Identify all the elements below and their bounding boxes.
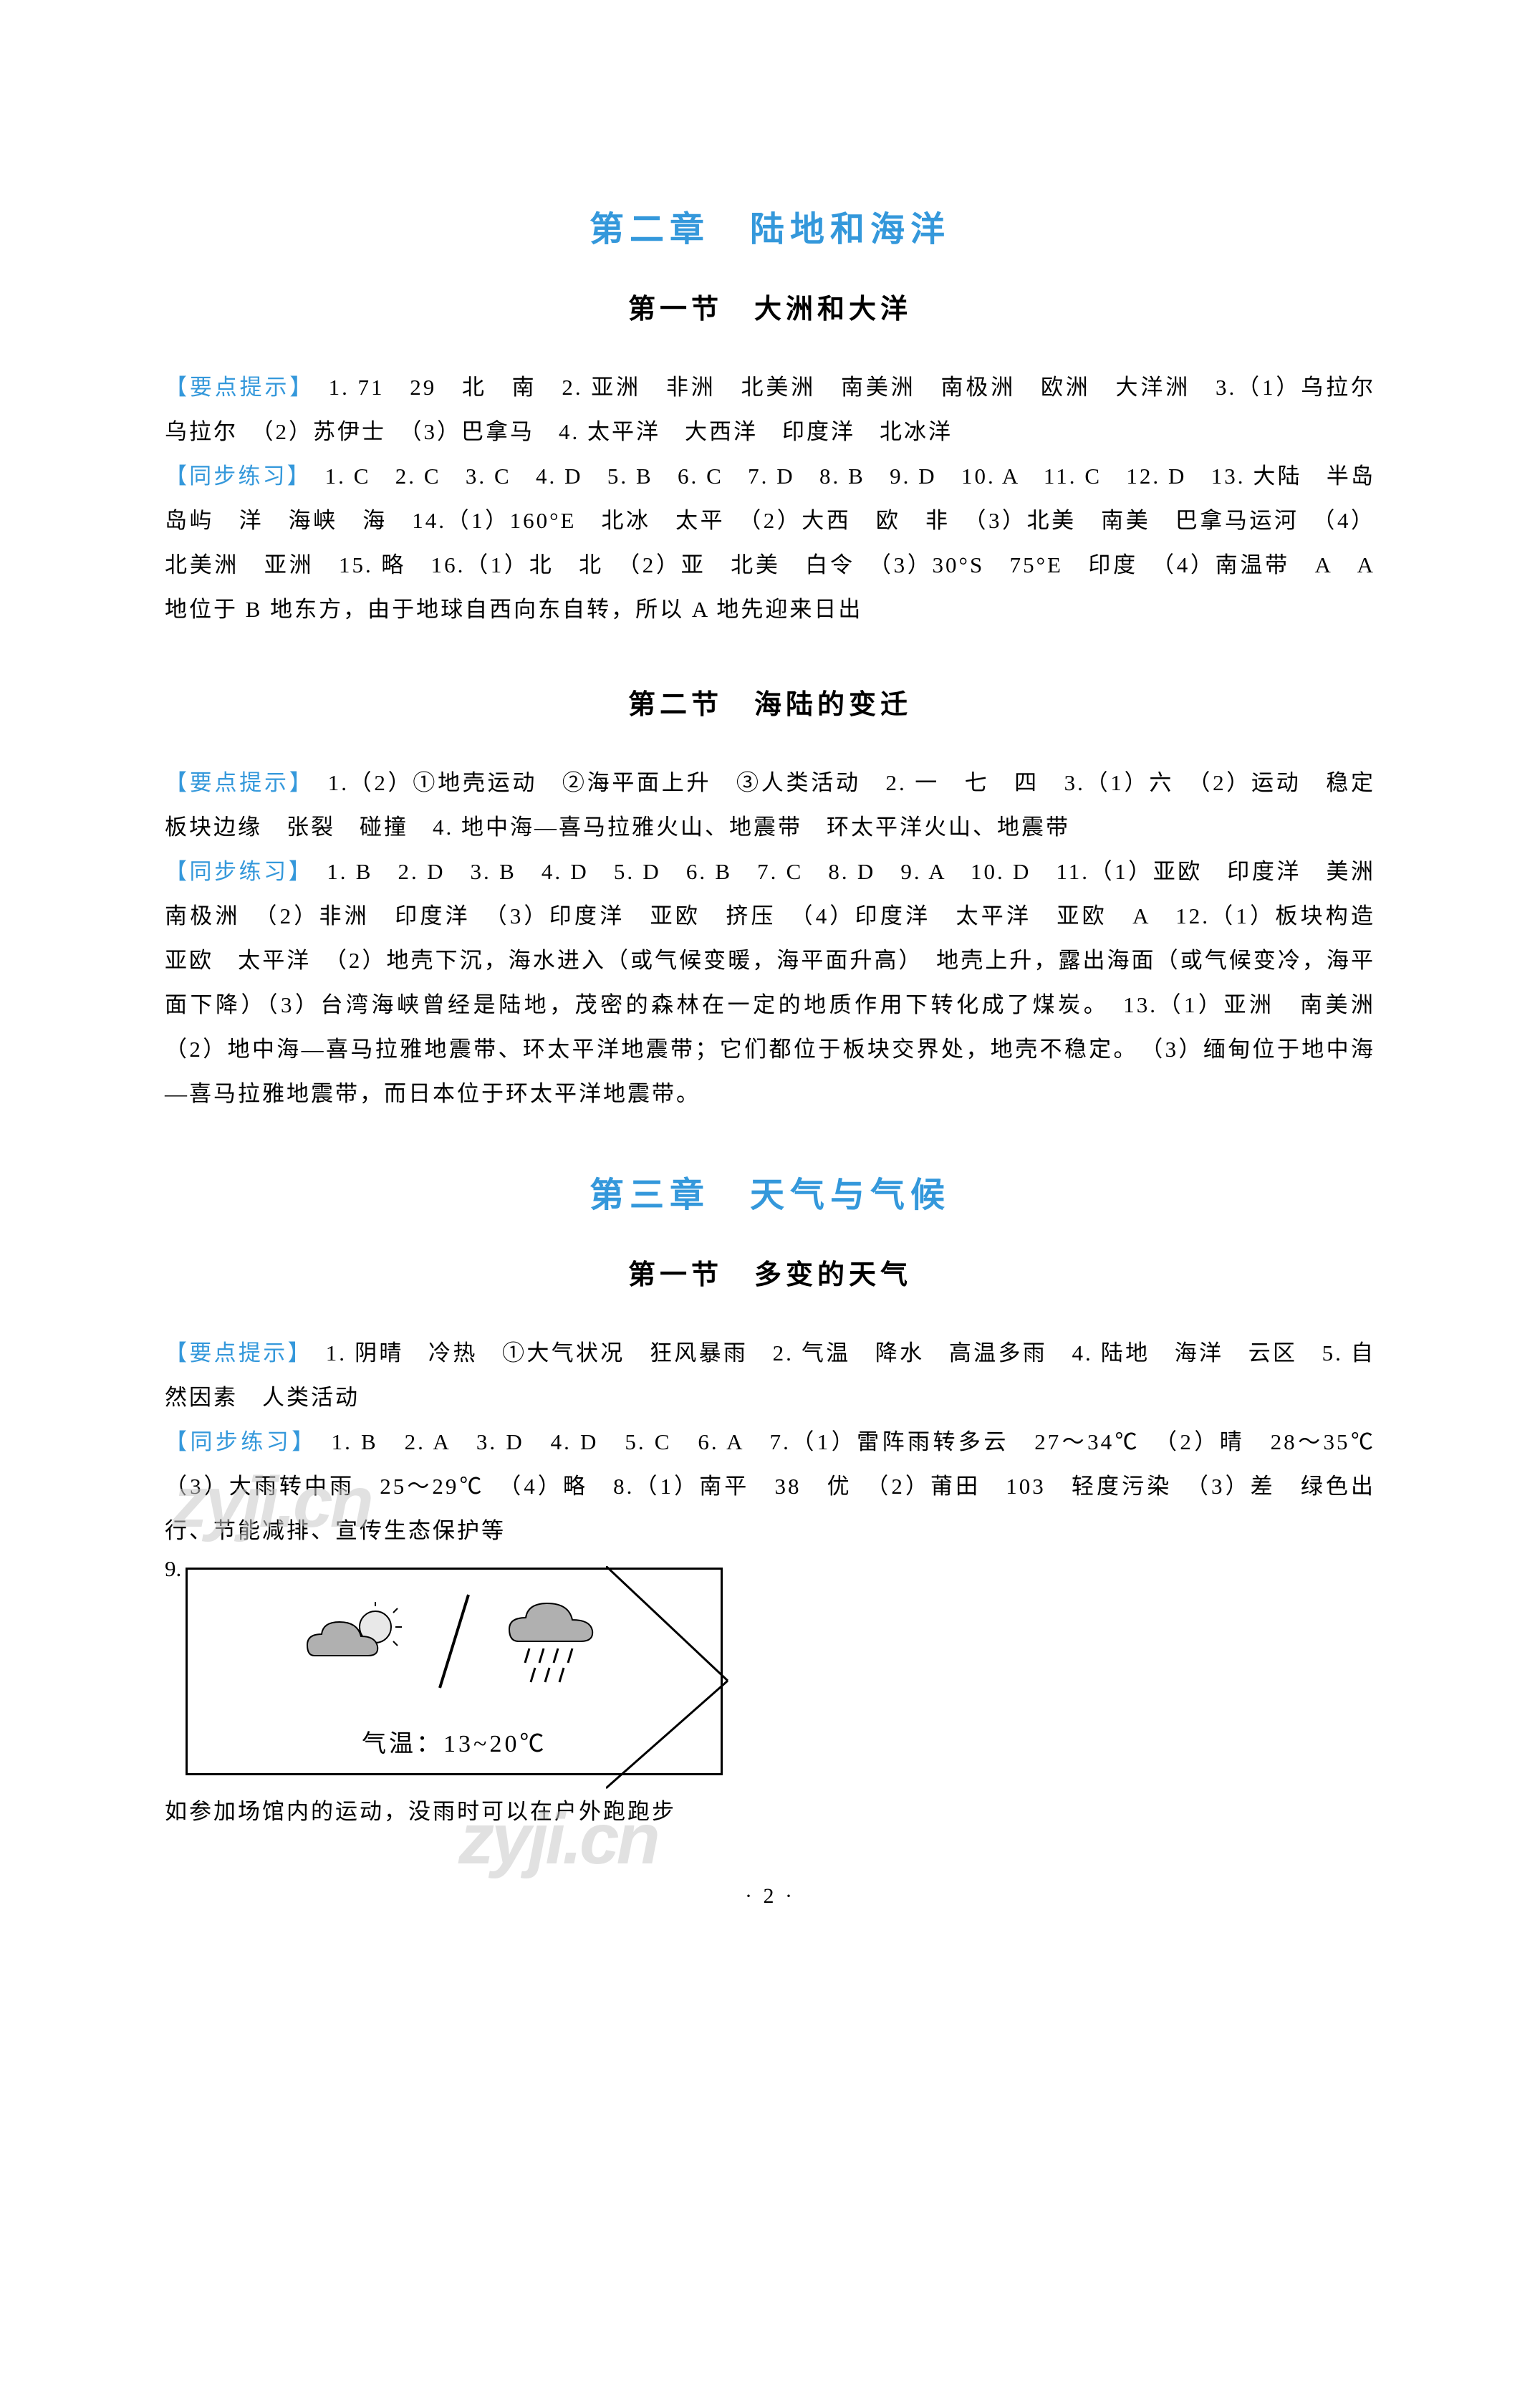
chapter-2-section-2-title: 第二节 海陆的变迁 [165,682,1375,721]
key-text: 1. 阴晴 冷热 ①大气状况 狂风暴雨 2. 气温 降水 高温多雨 4. 陆地 … [165,1340,1375,1410]
ch3-sec1-practice-para: 【同步练习】 1. B 2. A 3. D 4. D 5. C 6. A 7.（… [165,1420,1375,1553]
weather-diagram: 气温：13~20℃ [186,1568,723,1775]
chapter-2-title: 第二章 陆地和海洋 [165,201,1375,251]
ch2-sec2-block: 【要点提示】 1.（2）①地壳运动 ②海平面上升 ③人类活动 2. 一 七 四 … [165,761,1375,1116]
chapter-3-section-1-title: 第一节 多变的天气 [165,1252,1375,1292]
temperature-label: 气温：13~20℃ [362,1724,547,1759]
q9-number: 9. [165,1556,181,1582]
practice-text: 1. C 2. C 3. C 4. D 5. B 6. C 7. D 8. B … [165,464,1400,622]
q9-row: 9. [165,1553,1375,1790]
ch2-sec1-block: 【要点提示】 1. 71 29 北 南 2. 亚洲 非洲 北美洲 南美洲 南极洲… [165,365,1375,632]
page-number: · 2 · [165,1884,1375,1909]
chapter-3-title: 第三章 天气与气候 [165,1166,1375,1216]
ch2-sec1-key-para: 【要点提示】 1. 71 29 北 南 2. 亚洲 非洲 北美洲 南美洲 南极洲… [165,365,1375,454]
practice-label: 【同步练习】 [165,1429,306,1454]
practice-label: 【同步练习】 [165,859,302,884]
rain-cloud-icon [494,1595,615,1688]
practice-text: 1. B 2. D 3. B 4. D 5. D 6. B 7. C 8. D … [165,859,1400,1106]
key-label: 【要点提示】 [165,1340,301,1366]
ch3-sec1-key-para: 【要点提示】 1. 阴晴 冷热 ①大气状况 狂风暴雨 2. 气温 降水 高温多雨… [165,1331,1375,1420]
practice-text: 1. B 2. A 3. D 4. D 5. C 6. A 7.（1）雷阵雨转多… [165,1429,1400,1543]
slash-separator-icon [429,1591,479,1691]
ch2-sec2-key-para: 【要点提示】 1.（2）①地壳运动 ②海平面上升 ③人类活动 2. 一 七 四 … [165,761,1375,850]
cloudy-sun-icon [293,1602,415,1681]
ch2-sec2-practice-para: 【同步练习】 1. B 2. D 3. B 4. D 5. D 6. B 7. … [165,850,1375,1116]
key-label: 【要点提示】 [165,375,304,400]
ch2-sec1-practice-para: 【同步练习】 1. C 2. C 3. C 4. D 5. B 6. C 7. … [165,454,1375,632]
key-text: 1.（2）①地壳运动 ②海平面上升 ③人类活动 2. 一 七 四 3.（1）六 … [165,770,1400,840]
weather-diagram-box: 气温：13~20℃ [186,1568,723,1775]
chapter-2-section-1-title: 第一节 大洲和大洋 [165,287,1375,326]
weather-icons-row [293,1591,615,1691]
practice-label: 【同步练习】 [165,464,300,489]
key-text: 1. 71 29 北 南 2. 亚洲 非洲 北美洲 南美洲 南极洲 欧洲 大洋洲… [165,375,1400,444]
ch3-sec1-block: 【要点提示】 1. 阴晴 冷热 ①大气状况 狂风暴雨 2. 气温 降水 高温多雨… [165,1331,1375,1834]
key-label: 【要点提示】 [165,770,303,795]
after-diagram-text: 如参加场馆内的运动，没雨时可以在户外跑跑步 [165,1790,1375,1834]
chevron-right-icon [606,1566,835,1795]
